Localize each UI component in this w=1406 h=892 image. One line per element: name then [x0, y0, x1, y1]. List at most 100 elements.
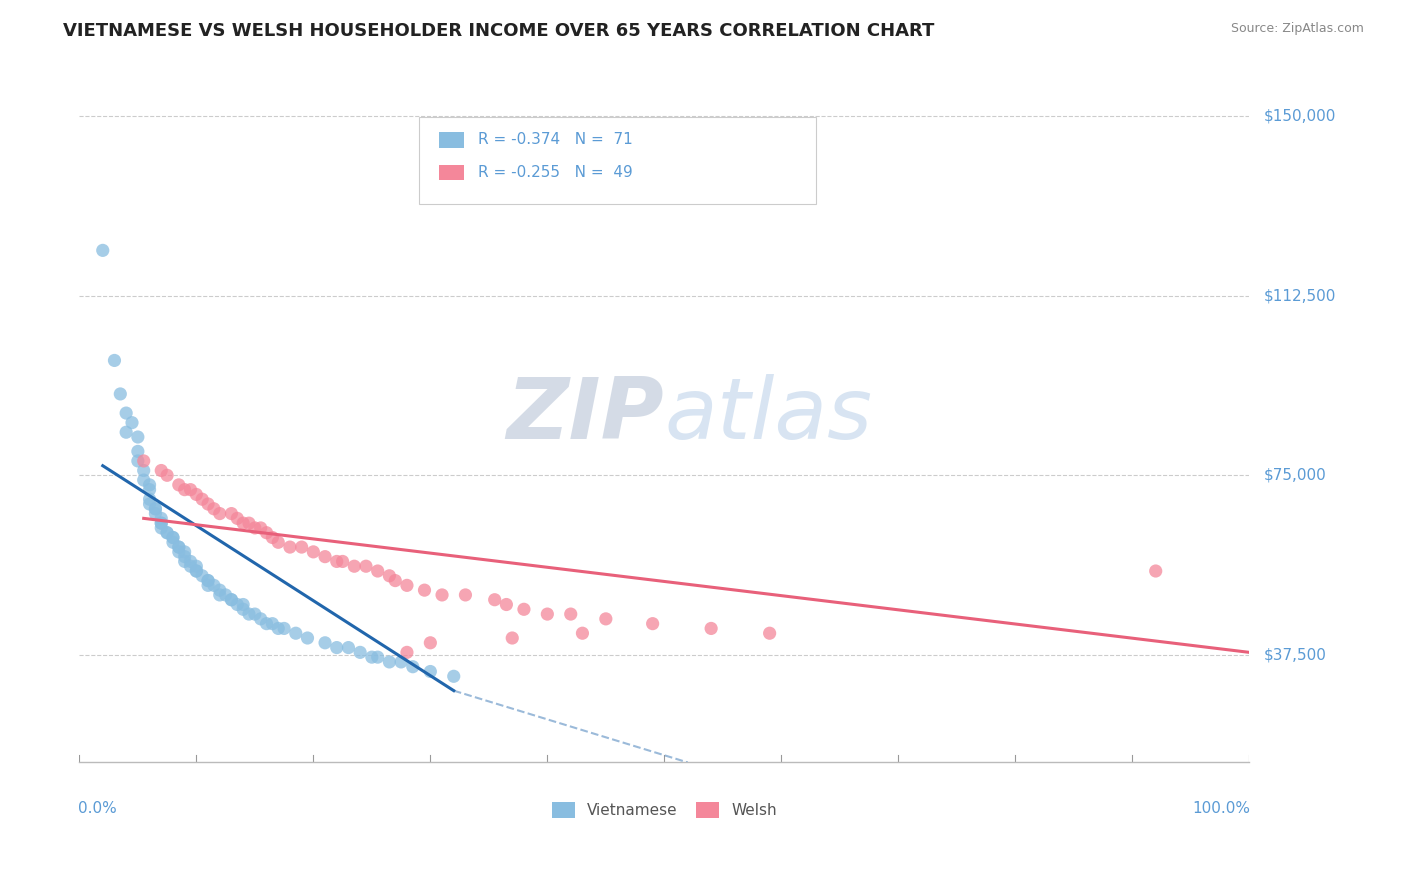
Point: [179, 554, 201, 568]
Point: [700, 622, 723, 636]
FancyBboxPatch shape: [419, 117, 817, 204]
Point: [395, 578, 418, 592]
Point: [115, 406, 138, 420]
Point: [132, 454, 155, 468]
Point: [378, 569, 401, 583]
Point: [173, 483, 195, 497]
Point: [179, 559, 201, 574]
Point: [127, 444, 149, 458]
Point: [402, 659, 425, 673]
Point: [173, 549, 195, 564]
Point: [167, 478, 190, 492]
Point: [337, 640, 360, 655]
Point: [208, 507, 231, 521]
Bar: [439, 165, 464, 180]
Point: [354, 559, 377, 574]
Point: [349, 645, 371, 659]
Point: [484, 592, 506, 607]
Point: [103, 353, 125, 368]
Point: [232, 516, 254, 530]
Point: [284, 626, 307, 640]
Point: [186, 564, 208, 578]
Text: $112,500: $112,500: [1264, 288, 1336, 303]
Point: [302, 545, 325, 559]
Text: $37,500: $37,500: [1264, 648, 1326, 662]
Point: [145, 501, 167, 516]
Point: [278, 540, 301, 554]
Text: atlas: atlas: [664, 374, 872, 457]
Point: [150, 516, 173, 530]
Point: [389, 655, 412, 669]
Point: [238, 607, 260, 621]
Point: [138, 483, 160, 497]
Point: [162, 531, 184, 545]
Point: [91, 244, 114, 258]
Text: R = -0.255   N =  49: R = -0.255 N = 49: [478, 165, 633, 180]
Text: 100.0%: 100.0%: [1192, 801, 1250, 815]
Point: [226, 511, 249, 525]
Point: [226, 598, 249, 612]
Point: [419, 665, 441, 679]
Point: [132, 463, 155, 477]
Point: [162, 531, 184, 545]
Point: [513, 602, 536, 616]
Point: [156, 525, 179, 540]
Point: [262, 616, 284, 631]
Point: [314, 636, 336, 650]
Point: [179, 483, 201, 497]
Point: [156, 468, 179, 483]
Point: [127, 430, 149, 444]
Point: [138, 478, 160, 492]
Point: [495, 598, 517, 612]
Point: [202, 578, 225, 592]
Text: R = -0.374   N =  71: R = -0.374 N = 71: [478, 133, 633, 147]
Text: $150,000: $150,000: [1264, 109, 1336, 124]
Point: [243, 521, 266, 535]
Point: [291, 540, 314, 554]
Point: [273, 622, 295, 636]
Point: [326, 640, 349, 655]
Point: [145, 501, 167, 516]
Point: [232, 598, 254, 612]
Point: [138, 497, 160, 511]
Point: [758, 626, 780, 640]
Point: [221, 592, 243, 607]
Point: [197, 574, 219, 588]
Point: [150, 511, 173, 525]
Point: [167, 540, 190, 554]
Text: VIETNAMESE VS WELSH HOUSEHOLDER INCOME OVER 65 YEARS CORRELATION CHART: VIETNAMESE VS WELSH HOUSEHOLDER INCOME O…: [63, 22, 935, 40]
Point: [208, 588, 231, 602]
Point: [127, 454, 149, 468]
Text: Source: ZipAtlas.com: Source: ZipAtlas.com: [1230, 22, 1364, 36]
Point: [167, 545, 190, 559]
Point: [1144, 564, 1167, 578]
Point: [186, 559, 208, 574]
Point: [430, 588, 453, 602]
Point: [221, 507, 243, 521]
Point: [232, 602, 254, 616]
Point: [314, 549, 336, 564]
Point: [132, 473, 155, 487]
Point: [571, 626, 593, 640]
Point: [145, 507, 167, 521]
Point: [173, 545, 195, 559]
Point: [384, 574, 406, 588]
Point: [267, 622, 290, 636]
Point: [191, 569, 214, 583]
Point: [186, 487, 208, 501]
Point: [167, 540, 190, 554]
Point: [156, 525, 179, 540]
Text: $75,000: $75,000: [1264, 467, 1326, 483]
Point: [214, 588, 236, 602]
Point: [267, 535, 290, 549]
Point: [191, 492, 214, 507]
Point: [162, 535, 184, 549]
Point: [243, 607, 266, 621]
Point: [641, 616, 664, 631]
Point: [197, 574, 219, 588]
Point: [332, 554, 354, 568]
Point: [249, 521, 271, 535]
Point: [150, 463, 173, 477]
Point: [326, 554, 349, 568]
Point: [256, 525, 278, 540]
